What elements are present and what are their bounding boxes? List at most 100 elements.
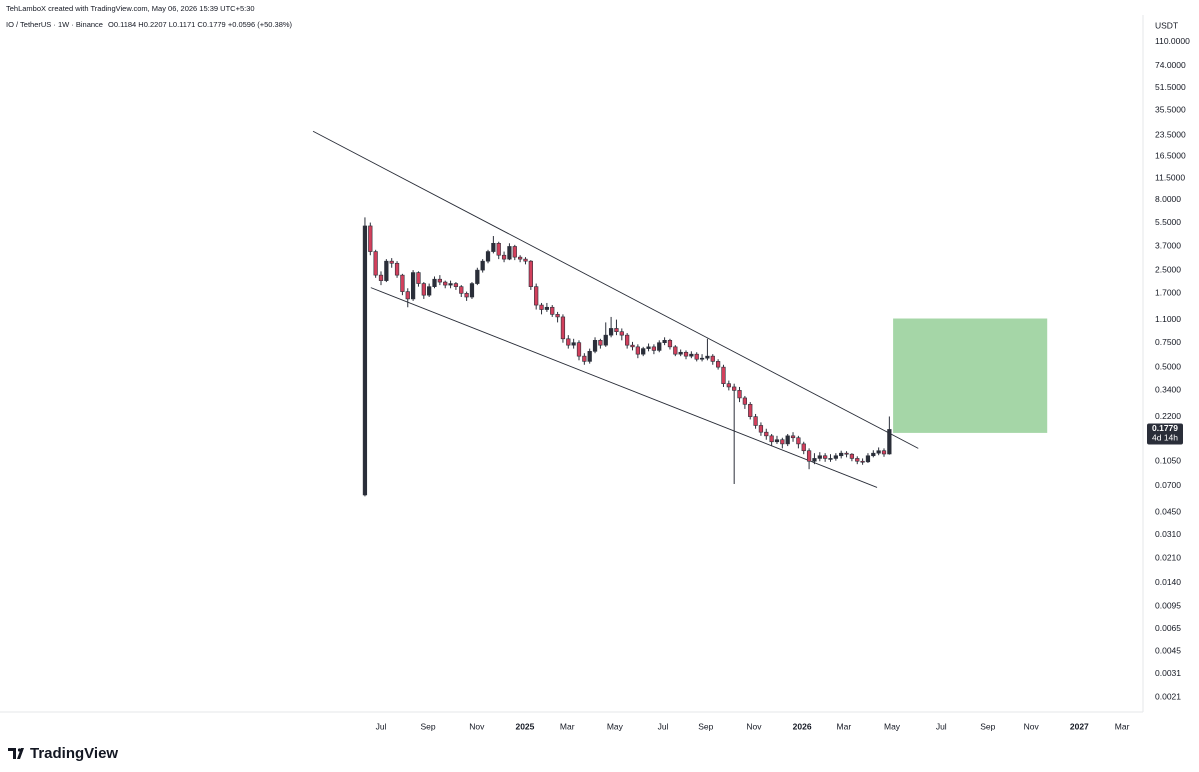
y-tick-label: 0.0450 <box>1155 507 1181 517</box>
candle-body <box>748 403 753 417</box>
y-tick-label: 0.0310 <box>1155 529 1181 539</box>
candle-body <box>448 283 453 286</box>
candle-body <box>694 353 699 360</box>
watermark: TehLamboX created with TradingView.com, … <box>6 4 255 13</box>
candle-body <box>823 455 828 459</box>
candle-body <box>459 286 464 294</box>
candle-body <box>742 397 747 405</box>
candle-body <box>785 435 790 445</box>
candle-body <box>566 338 571 346</box>
y-tick-label: 0.0065 <box>1155 623 1181 633</box>
candle-body <box>833 455 838 459</box>
y-tick-label: 0.0045 <box>1155 645 1181 655</box>
candles <box>362 217 892 497</box>
candle-body <box>384 260 389 281</box>
candle-body <box>796 437 801 445</box>
candle-body <box>368 225 373 252</box>
y-tick-label: 0.0140 <box>1155 577 1181 587</box>
candle-body <box>485 251 491 262</box>
candle-body <box>641 348 646 355</box>
candle-body <box>394 262 400 276</box>
candle-body <box>550 306 555 315</box>
candle-body <box>437 278 442 283</box>
candle-body <box>571 342 576 346</box>
candle-body <box>780 439 785 445</box>
y-tick-label: 0.0700 <box>1155 480 1181 490</box>
ohlc-legend: O0.1184 H0.2207 L0.1171 C0.1779 +0.0596 … <box>108 20 293 29</box>
y-unit: USDT <box>1155 20 1178 30</box>
x-tick-label: Nov <box>746 721 762 731</box>
candle-body <box>876 450 881 454</box>
candle-body <box>635 346 640 355</box>
candle-body <box>732 386 737 391</box>
candle-body <box>389 260 394 264</box>
candle-body <box>651 346 657 351</box>
y-tick-label: 35.5000 <box>1155 104 1186 114</box>
y-tick-label: 16.5000 <box>1155 151 1186 161</box>
y-tick-label: 3.7000 <box>1155 241 1181 251</box>
candle-body <box>491 242 496 252</box>
x-tick-label: 2026 <box>793 721 812 731</box>
candle-body <box>443 281 448 286</box>
y-tick-label: 74.0000 <box>1155 60 1186 70</box>
candle-body <box>667 340 673 348</box>
candle-body <box>608 328 614 336</box>
x-tick-label: Sep <box>980 721 995 731</box>
candle-body <box>362 225 368 496</box>
candle-body <box>806 450 812 462</box>
candle-body <box>432 278 437 287</box>
candle-body <box>625 334 630 346</box>
candle-body <box>378 274 384 281</box>
candle-body <box>496 242 501 256</box>
symbol-title: IO / TetherUS · 1W · Binance <box>6 20 103 29</box>
candle-body <box>774 439 780 443</box>
x-tick-label: Sep <box>698 721 713 731</box>
y-tick-label: 1.7000 <box>1155 288 1181 298</box>
candle-body <box>860 460 865 463</box>
x-tick-label: Mar <box>837 721 852 731</box>
logo-dot <box>17 748 22 752</box>
y-tick-label: 0.7500 <box>1155 337 1181 347</box>
trendline <box>312 130 919 449</box>
y-tick-label: 0.0095 <box>1155 600 1181 610</box>
y-tick-label: 0.1050 <box>1155 455 1181 465</box>
x-tick-label: May <box>607 721 624 731</box>
y-tick-label: 51.5000 <box>1155 82 1186 92</box>
candle-body <box>646 346 651 349</box>
candle-body <box>699 357 705 360</box>
x-tick-label: May <box>884 721 901 731</box>
candle-body <box>592 340 598 352</box>
candle-body <box>555 314 560 318</box>
candle-body <box>512 246 517 258</box>
candle-body <box>603 334 608 346</box>
candle-body <box>871 452 876 457</box>
candle-body <box>501 254 507 260</box>
candle-body <box>817 455 822 459</box>
candle-body <box>534 286 539 306</box>
candle-body <box>673 346 678 355</box>
y-tick-label: 110.0000 <box>1155 36 1190 46</box>
candle-body <box>518 256 523 260</box>
y-tick-label: 2.5000 <box>1155 264 1181 274</box>
trendline <box>370 287 878 488</box>
x-tick-label: Sep <box>421 721 436 731</box>
candle-body <box>678 351 683 355</box>
brand-name: TradingView <box>30 745 118 762</box>
candle-body <box>881 450 887 455</box>
y-tick-label: 5.5000 <box>1155 217 1181 227</box>
candle-body <box>528 260 533 287</box>
candle-body <box>710 355 715 362</box>
countdown-label: 4d 14h <box>1152 433 1178 443</box>
candle-body <box>764 431 769 437</box>
candle-body <box>410 272 416 300</box>
x-tick-label: Jul <box>376 721 387 731</box>
candle-body <box>544 306 550 310</box>
x-tick-label: Nov <box>1024 721 1040 731</box>
candle-body <box>560 316 566 340</box>
candle-body <box>844 452 849 455</box>
candle-body <box>828 458 833 460</box>
brand-logo: TradingView <box>8 745 118 762</box>
candle-body <box>469 283 475 298</box>
candle-body <box>416 272 421 284</box>
